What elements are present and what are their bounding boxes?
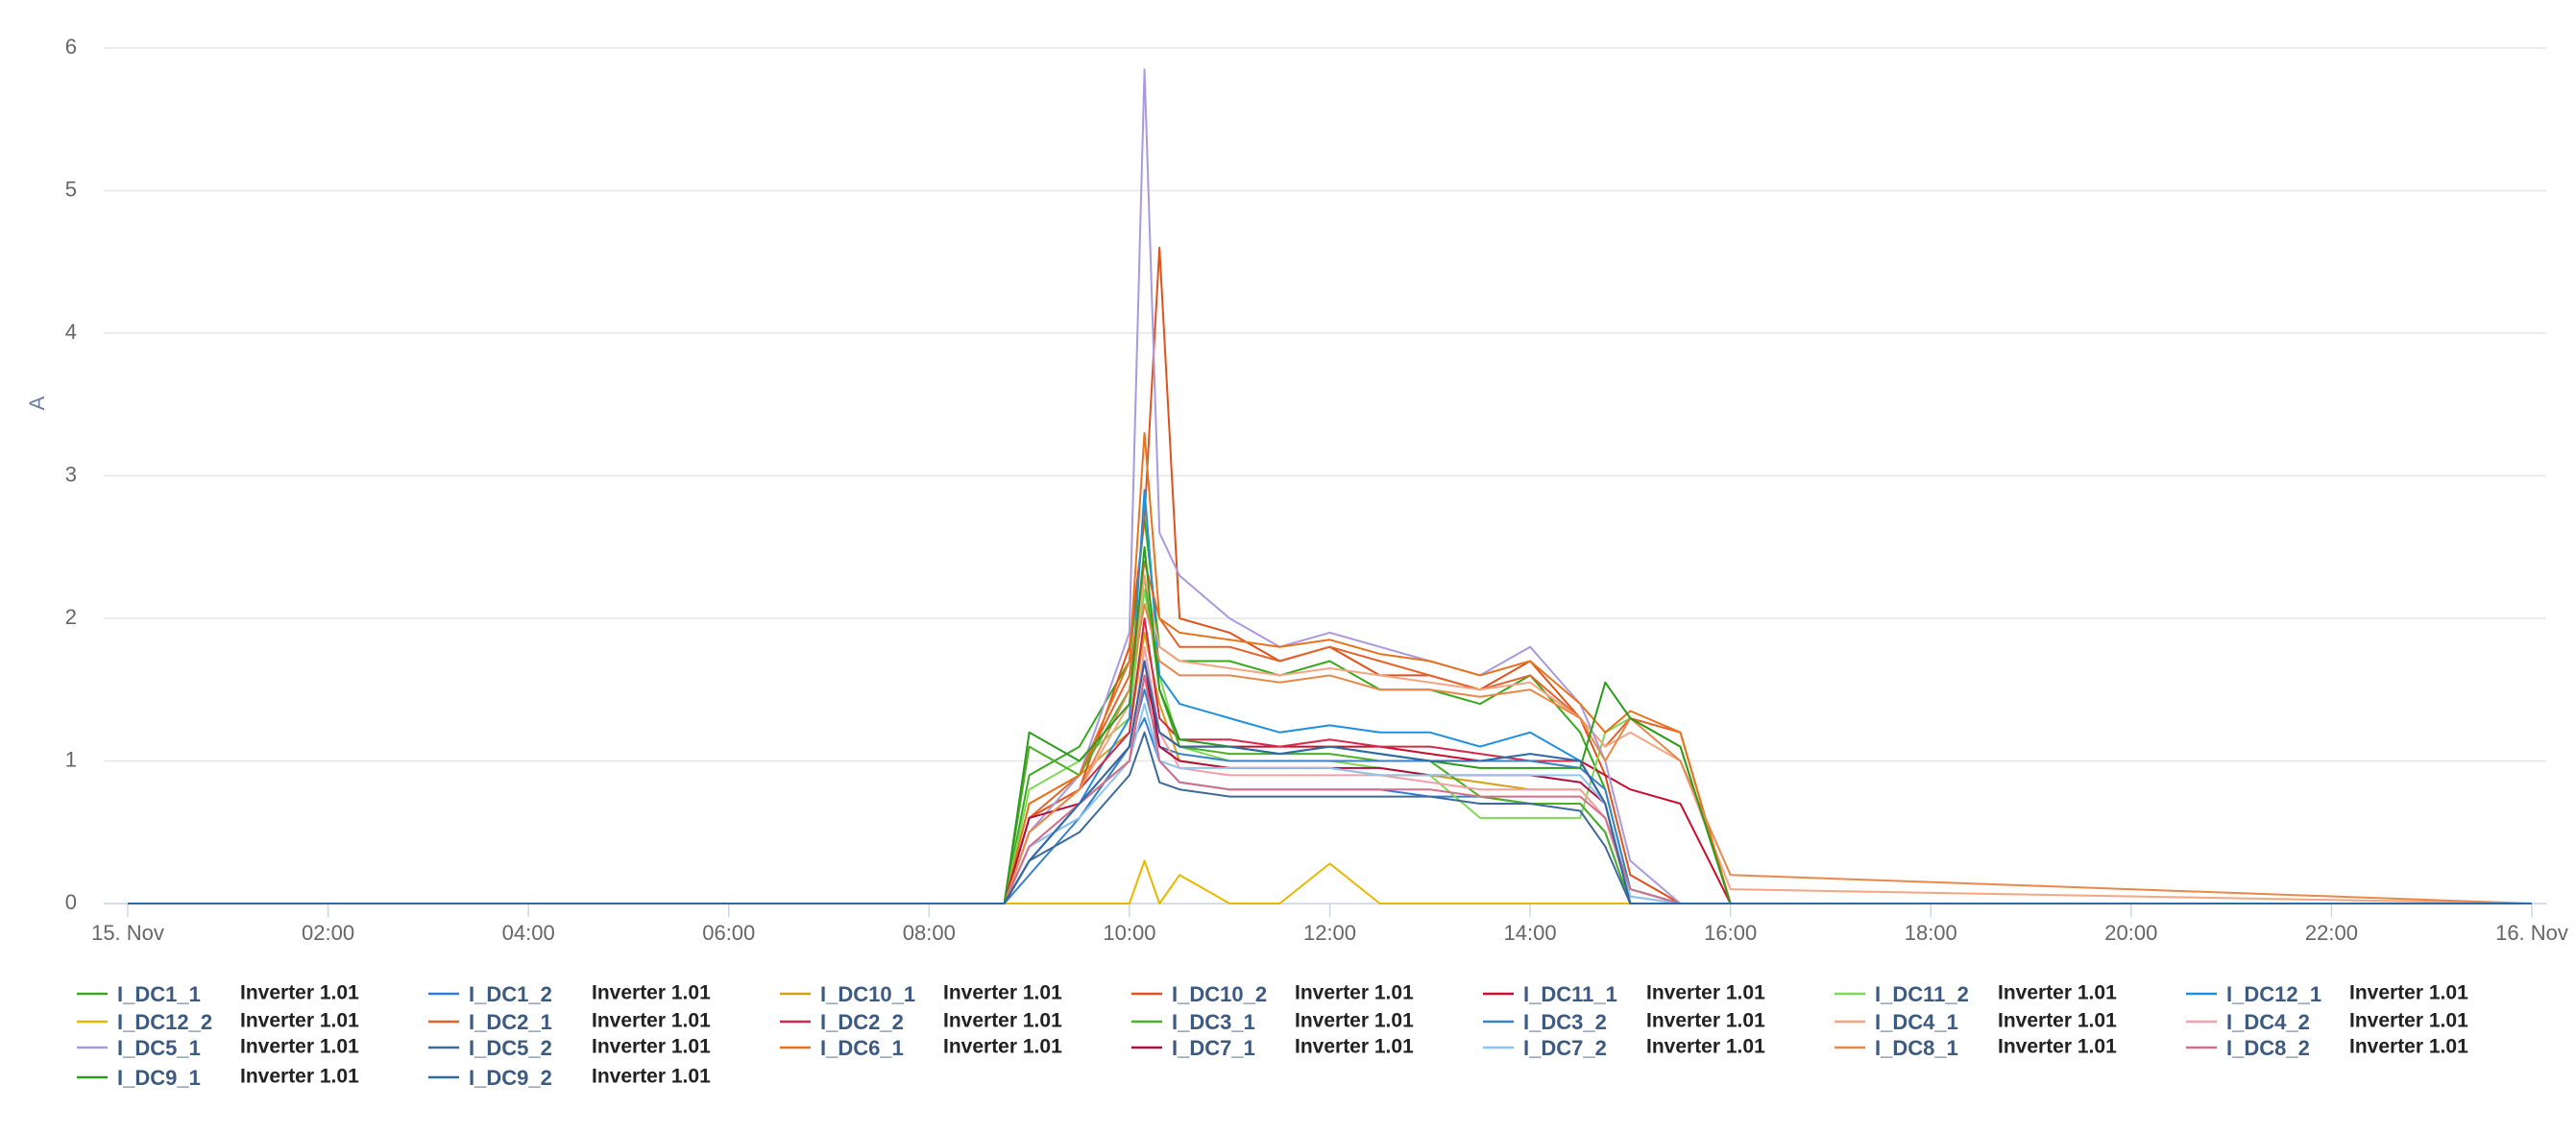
x-tick-label: 14:00 bbox=[1504, 921, 1557, 945]
legend-label: I_DC8_1 bbox=[1875, 1036, 1958, 1060]
x-tick-label: 08:00 bbox=[903, 921, 956, 945]
series-line bbox=[128, 674, 2532, 904]
x-tick-label: 16:00 bbox=[1704, 921, 1757, 945]
legend-label: I_DC3_2 bbox=[1523, 1010, 1607, 1034]
legend-label: I_DC7_1 bbox=[1172, 1036, 1255, 1060]
legend-device: Inverter 1.01 bbox=[240, 982, 359, 1004]
y-axis-label: A bbox=[25, 396, 49, 410]
legend-label: I_DC10_1 bbox=[820, 982, 915, 1006]
series-line bbox=[128, 489, 2532, 904]
legend-device: Inverter 1.01 bbox=[1295, 1010, 1414, 1032]
series-line bbox=[128, 246, 2532, 904]
x-tick-label: 22:00 bbox=[2305, 921, 2358, 945]
y-tick-label: 4 bbox=[65, 320, 77, 344]
x-tick-label: 20:00 bbox=[2104, 921, 2157, 945]
series-line bbox=[128, 68, 2532, 904]
legend-device: Inverter 1.01 bbox=[1646, 982, 1765, 1004]
legend-label: I_DC4_1 bbox=[1875, 1010, 1958, 1034]
legend-label: I_DC2_1 bbox=[469, 1010, 552, 1034]
series-line bbox=[128, 688, 2532, 904]
legend-label: I_DC9_2 bbox=[469, 1066, 552, 1090]
legend-device: Inverter 1.01 bbox=[2349, 1036, 2468, 1058]
x-tick-label: 06:00 bbox=[702, 921, 755, 945]
series-line bbox=[128, 560, 2532, 904]
legend-label: I_DC12_2 bbox=[117, 1010, 212, 1034]
series-line bbox=[128, 703, 2532, 904]
legend-label: I_DC12_1 bbox=[2226, 982, 2321, 1006]
legend-device: Inverter 1.01 bbox=[943, 982, 1062, 1004]
legend-device: Inverter 1.01 bbox=[1646, 1010, 1765, 1032]
series-line bbox=[128, 574, 2533, 904]
y-tick-label: 1 bbox=[65, 747, 77, 771]
legend-label: I_DC9_1 bbox=[117, 1066, 201, 1090]
legend-label: I_DC4_2 bbox=[2226, 1010, 2310, 1034]
x-tick-label: 18:00 bbox=[1905, 921, 1957, 945]
legend-label: I_DC11_2 bbox=[1875, 982, 1969, 1006]
legend-device: Inverter 1.01 bbox=[1998, 1036, 2117, 1058]
legend-device: Inverter 1.01 bbox=[592, 982, 711, 1004]
series-line bbox=[128, 645, 2532, 904]
series-line bbox=[128, 660, 2532, 904]
series-line bbox=[128, 432, 2532, 904]
series-line bbox=[128, 603, 2533, 904]
y-tick-label: 6 bbox=[65, 35, 77, 59]
legend-device: Inverter 1.01 bbox=[1295, 1036, 1414, 1058]
legend-device: Inverter 1.01 bbox=[943, 1036, 1062, 1058]
legend-device: Inverter 1.01 bbox=[1998, 982, 2117, 1004]
legend-label: I_DC6_1 bbox=[820, 1036, 904, 1060]
series-line bbox=[128, 574, 2532, 904]
legend-label: I_DC1_2 bbox=[469, 982, 552, 1006]
series-line bbox=[128, 731, 2532, 904]
y-tick-label: 2 bbox=[65, 605, 77, 629]
legend-device: Inverter 1.01 bbox=[943, 1010, 1062, 1032]
x-tick-label: 16. Nov bbox=[2495, 921, 2568, 945]
legend-device: Inverter 1.01 bbox=[1998, 1010, 2117, 1032]
y-tick-label: 5 bbox=[65, 177, 77, 201]
y-tick-label: 3 bbox=[65, 462, 77, 486]
y-tick-label: 0 bbox=[65, 890, 77, 914]
x-tick-label: 12:00 bbox=[1303, 921, 1356, 945]
legend-label: I_DC10_2 bbox=[1172, 982, 1267, 1006]
legend-device: Inverter 1.01 bbox=[240, 1010, 359, 1032]
legend-device: Inverter 1.01 bbox=[592, 1036, 711, 1058]
legend-device: Inverter 1.01 bbox=[240, 1036, 359, 1058]
series-line bbox=[128, 518, 2532, 904]
legend-label: I_DC5_2 bbox=[469, 1036, 552, 1060]
x-tick-label: 02:00 bbox=[302, 921, 354, 945]
legend-device: Inverter 1.01 bbox=[2349, 1010, 2468, 1032]
legend-device: Inverter 1.01 bbox=[592, 1010, 711, 1032]
series-line bbox=[128, 660, 2532, 904]
legend-device: Inverter 1.01 bbox=[1295, 982, 1414, 1004]
legend-label: I_DC7_2 bbox=[1523, 1036, 1607, 1060]
x-tick-label: 10:00 bbox=[1103, 921, 1155, 945]
x-tick-label: 04:00 bbox=[502, 921, 555, 945]
legend-device: Inverter 1.01 bbox=[240, 1066, 359, 1088]
legend-label: I_DC5_1 bbox=[117, 1036, 201, 1060]
legend-label: I_DC1_1 bbox=[117, 982, 201, 1006]
legend-label: I_DC11_1 bbox=[1523, 982, 1617, 1006]
legend-label: I_DC2_2 bbox=[820, 1010, 904, 1034]
legend-device: Inverter 1.01 bbox=[2349, 982, 2468, 1004]
x-tick-label: 15. Nov bbox=[91, 921, 164, 945]
legend-label: I_DC3_1 bbox=[1172, 1010, 1255, 1034]
legend-device: Inverter 1.01 bbox=[592, 1066, 711, 1088]
legend-device: Inverter 1.01 bbox=[1646, 1036, 1765, 1058]
series-line bbox=[128, 859, 2532, 904]
legend-label: I_DC8_2 bbox=[2226, 1036, 2310, 1060]
